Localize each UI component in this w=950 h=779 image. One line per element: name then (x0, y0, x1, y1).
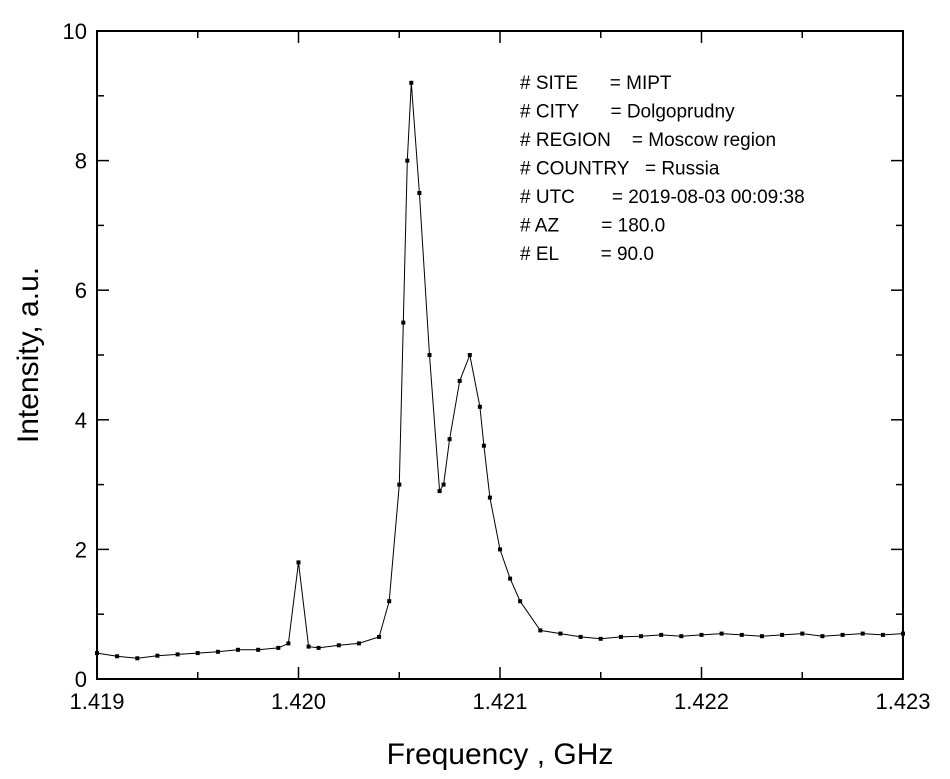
data-point (800, 631, 805, 636)
data-point (95, 651, 99, 656)
data-point (699, 632, 704, 637)
axis-ticks (96, 30, 904, 680)
data-point (739, 632, 744, 637)
x-tick-label: 1.422 (674, 689, 729, 714)
data-point (901, 631, 905, 636)
info-line: # CITY = Dolgoprudny (520, 102, 735, 123)
data-point (820, 634, 825, 639)
data-point (518, 599, 523, 604)
y-tick-label: 2 (75, 537, 87, 562)
data-point (135, 656, 140, 661)
data-point (306, 644, 311, 649)
data-point (336, 643, 341, 648)
data-point (195, 651, 200, 656)
data-point (719, 631, 724, 636)
data-point (397, 482, 402, 487)
series-line (96, 82, 904, 659)
y-axis-title: Intensity, a.u. (12, 267, 45, 443)
info-line: # SITE = MIPT (520, 73, 672, 94)
data-point (880, 632, 885, 637)
plot-frame (96, 30, 904, 680)
data-point (356, 641, 361, 646)
data-point (427, 353, 432, 357)
data-point (115, 654, 120, 659)
data-point (409, 80, 414, 85)
y-tick-label: 4 (75, 408, 87, 433)
data-point (481, 443, 486, 448)
data-point (457, 378, 462, 383)
data-point (467, 353, 472, 357)
axis-tick-labels: 1.419 1.420 1.421 1.422 1.423 0 2 4 6 8 10 (63, 19, 931, 714)
data-point (215, 649, 220, 654)
data-point (618, 634, 623, 639)
y-tick-label: 0 (75, 667, 87, 692)
data-point (759, 634, 764, 639)
data-point (175, 652, 180, 657)
data-point (578, 634, 583, 639)
info-line: # COUNTRY = Russia (520, 159, 720, 180)
x-tick-label: 1.419 (69, 689, 124, 714)
info-line: # UTC = 2019-08-03 00:09:38 (520, 187, 805, 208)
data-point (236, 647, 240, 652)
data-point (256, 647, 261, 652)
data-point (155, 653, 160, 658)
data-point (498, 547, 502, 552)
data-point (558, 631, 563, 636)
y-tick-label: 10 (63, 19, 87, 44)
observation-info: # SITE = MIPT # CITY = Dolgoprudny # REGIO… (520, 73, 805, 265)
data-point (477, 404, 482, 409)
x-tick-label: 1.423 (875, 689, 930, 714)
data-point (276, 645, 281, 650)
series-group (95, 80, 905, 661)
data-point (417, 191, 422, 195)
data-point (296, 560, 301, 565)
data-point (316, 645, 321, 650)
x-tick-label: 1.420 (271, 689, 326, 714)
x-axis-title: Frequency , GHz (387, 738, 614, 771)
data-point (387, 599, 392, 604)
data-point (401, 320, 406, 325)
data-point (639, 634, 643, 639)
data-point (860, 631, 865, 636)
y-tick-label: 8 (75, 149, 87, 174)
data-point (840, 632, 845, 637)
data-point (659, 632, 664, 637)
data-point (405, 158, 410, 163)
data-point (286, 641, 291, 646)
info-line: # REGION = Moscow region (520, 130, 776, 151)
data-point (447, 437, 452, 442)
info-line: # EL = 90.0 (520, 244, 654, 265)
y-tick-label: 6 (75, 278, 87, 303)
x-tick-label: 1.421 (472, 689, 527, 714)
data-point (487, 495, 492, 500)
data-point (538, 628, 543, 633)
data-point (441, 482, 446, 487)
data-point (377, 634, 382, 639)
data-point (437, 489, 442, 494)
data-point (598, 636, 603, 641)
info-line: # AZ = 180.0 (520, 216, 665, 237)
data-point (780, 632, 785, 637)
data-point (508, 576, 513, 581)
data-point (679, 634, 684, 639)
